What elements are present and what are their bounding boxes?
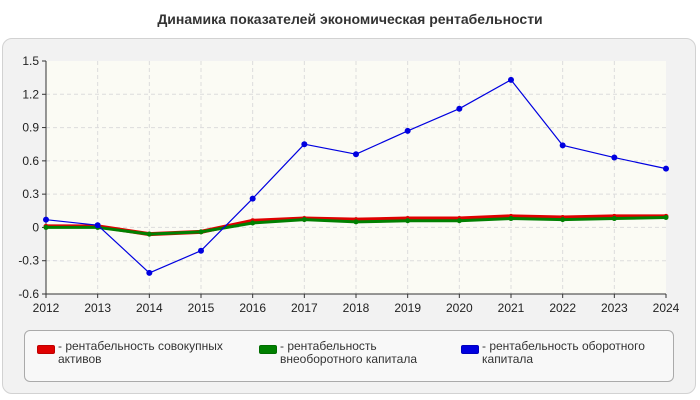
data-point bbox=[198, 229, 204, 235]
data-point bbox=[611, 154, 618, 161]
y-tick-label: 0.6 bbox=[22, 154, 39, 168]
legend-swatch-green bbox=[259, 345, 277, 354]
data-point bbox=[146, 231, 152, 237]
data-point bbox=[508, 216, 514, 222]
x-tick-label: 2013 bbox=[84, 301, 111, 315]
y-tick-label: 0.3 bbox=[22, 187, 39, 201]
data-point bbox=[663, 214, 669, 220]
chart-title: Динамика показателей экономическая рента… bbox=[157, 11, 543, 27]
x-tick-labels: 2012 2013 2014 2015 2016 2017 2018 2019 2020 2021… bbox=[33, 301, 680, 315]
data-point bbox=[353, 151, 359, 158]
x-tick-label: 2021 bbox=[498, 301, 525, 315]
data-point bbox=[198, 247, 204, 254]
legend-item-working-capital: - рентабельность оборотного капитала bbox=[461, 340, 657, 366]
x-tick-label: 2016 bbox=[239, 301, 266, 315]
x-tick-label: 2015 bbox=[188, 301, 215, 315]
data-point bbox=[94, 222, 101, 229]
data-point bbox=[404, 127, 411, 134]
data-point bbox=[456, 218, 462, 224]
x-tick-label: 2022 bbox=[549, 301, 576, 315]
series-2 bbox=[43, 214, 669, 237]
legend-label-working-capital: - рентабельность оборотного капитала bbox=[482, 339, 645, 366]
data-point bbox=[663, 165, 669, 172]
x-tick-label: 2020 bbox=[446, 301, 473, 315]
x-tick-label: 2012 bbox=[33, 301, 60, 315]
legend-swatch-red bbox=[37, 345, 55, 354]
data-point bbox=[353, 219, 359, 225]
y-tick-label: 1.2 bbox=[22, 87, 39, 101]
legend-item-fixed-capital: - рентабельность внеоборотного капитала bbox=[259, 340, 455, 366]
data-point bbox=[146, 269, 153, 276]
y-tick-label: 0 bbox=[32, 220, 39, 234]
data-point bbox=[405, 218, 411, 224]
data-point bbox=[559, 142, 566, 149]
legend-label-fixed-capital: - рентабельность внеоборотного капитала bbox=[280, 339, 417, 366]
data-point bbox=[43, 224, 49, 230]
y-tick-labels: -0.6 -0.3 0 0.3 0.6 0.9 1.2 1.5 bbox=[18, 54, 39, 301]
x-tick-label: 2019 bbox=[394, 301, 421, 315]
data-point bbox=[560, 217, 566, 223]
legend-swatch-blue bbox=[461, 345, 479, 354]
legend: - рентабельность совокупных активов - ре… bbox=[24, 330, 674, 382]
x-tick-label: 2023 bbox=[601, 301, 628, 315]
data-point bbox=[301, 217, 307, 223]
data-point bbox=[43, 216, 49, 223]
legend-label-total-assets: - рентабельность совокупных активов bbox=[58, 339, 223, 366]
y-tick-label: 1.5 bbox=[22, 54, 39, 68]
series-3 bbox=[43, 76, 669, 276]
x-tick-label: 2017 bbox=[291, 301, 318, 315]
y-tick-label: -0.6 bbox=[18, 287, 39, 301]
data-point bbox=[508, 76, 514, 83]
x-tick-label: 2024 bbox=[653, 301, 680, 315]
data-point bbox=[611, 216, 617, 222]
x-tick-label: 2018 bbox=[343, 301, 370, 315]
x-tick-label: 2014 bbox=[136, 301, 163, 315]
grid-lines bbox=[46, 61, 666, 294]
series-group bbox=[43, 76, 669, 276]
data-point bbox=[456, 105, 463, 112]
y-tick-label: -0.3 bbox=[18, 254, 39, 268]
data-point bbox=[249, 195, 256, 202]
data-point bbox=[301, 141, 308, 148]
y-tick-label: 0.9 bbox=[22, 121, 39, 135]
legend-item-total-assets: - рентабельность совокупных активов bbox=[37, 340, 233, 366]
data-point bbox=[250, 220, 256, 226]
